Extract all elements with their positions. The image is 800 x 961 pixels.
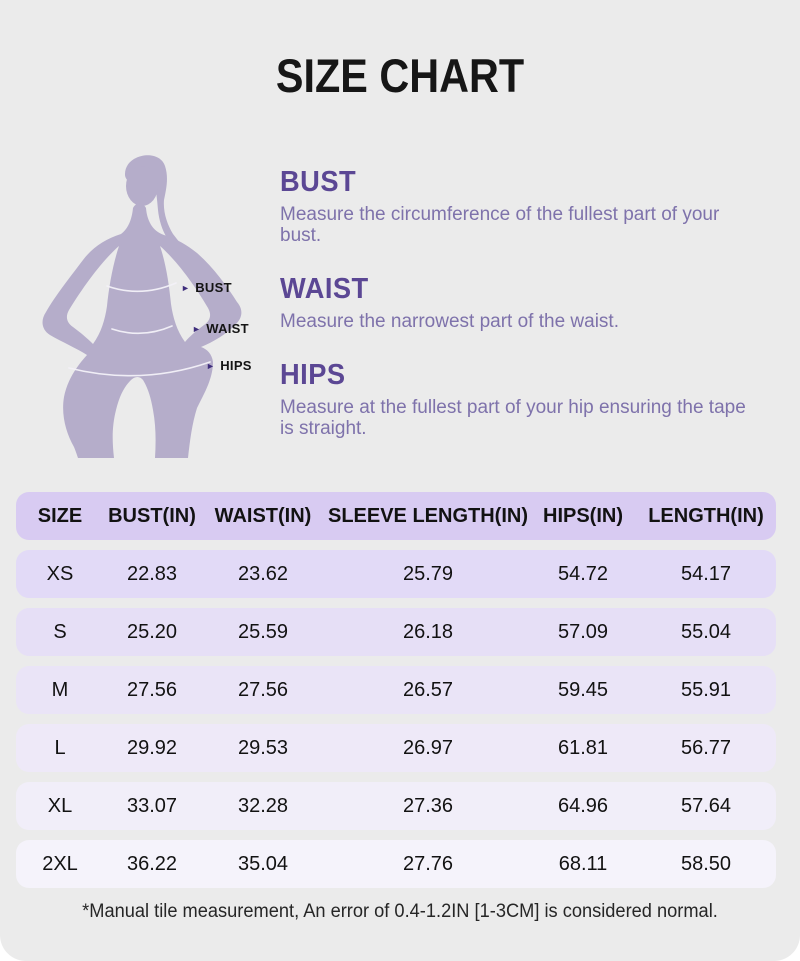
guide-heading-hips: HIPS: [280, 359, 346, 391]
arrow-right-icon: ►: [181, 282, 191, 293]
cell-size: L: [54, 736, 66, 759]
cell-bust: 33.07: [126, 794, 178, 817]
cell-size: XL: [47, 794, 73, 817]
size-table: SIZE BUST(IN) WAIST(IN) SLEEVE LENGTH(IN…: [16, 492, 776, 898]
cell-sleeve: 26.18: [402, 620, 454, 643]
cell-length: 54.17: [680, 562, 732, 585]
cell-size: 2XL: [42, 852, 78, 875]
figure-label-hips: ► HIPS: [206, 358, 252, 373]
cell-hips: 54.72: [557, 562, 609, 585]
column-header-sleeve-length: SLEEVE LENGTH(IN): [327, 504, 528, 527]
column-header-waist: WAIST(IN): [214, 504, 312, 527]
column-header-hips: HIPS(IN): [543, 504, 623, 527]
cell-bust: 25.20: [126, 620, 178, 643]
cell-bust: 29.92: [126, 736, 178, 759]
footnote: *Manual tile measurement, An error of 0.…: [82, 901, 718, 922]
guide-description-bust: Measure the circumference of the fullest…: [280, 204, 720, 246]
cell-hips: 64.96: [557, 794, 609, 817]
table-row-xs: XS 22.83 23.62 25.79 54.72 54.17: [16, 550, 776, 598]
cell-size: XS: [46, 562, 74, 585]
guide-heading-waist: WAIST: [280, 273, 369, 305]
table-row-m: M 27.56 27.56 26.57 59.45 55.91: [16, 666, 776, 714]
cell-sleeve: 26.97: [402, 736, 454, 759]
measurement-guide: BUST Measure the circumference of the fu…: [280, 166, 754, 466]
guide-section-hips: HIPS Measure at the fullest part of your…: [280, 359, 754, 439]
page-title: SIZE CHART: [275, 49, 525, 102]
table-row-2xl: 2XL 36.22 35.04 27.76 68.11 58.50: [16, 840, 776, 888]
arrow-right-icon: ►: [192, 323, 202, 334]
cell-hips: 57.09: [557, 620, 609, 643]
table-header-row: SIZE BUST(IN) WAIST(IN) SLEEVE LENGTH(IN…: [16, 492, 776, 540]
cell-waist: 35.04: [237, 852, 289, 875]
cell-sleeve: 27.76: [402, 852, 454, 875]
cell-size: M: [51, 678, 69, 701]
figure-label-waist: ► WAIST: [192, 321, 249, 336]
hips-measure-line: [68, 361, 211, 377]
figure-label-hips-text: HIPS: [220, 358, 252, 373]
arrow-right-icon: ►: [206, 360, 216, 371]
cell-waist: 29.53: [237, 736, 289, 759]
silhouette-body-shape: [42, 203, 242, 458]
figure-label-waist-text: WAIST: [206, 321, 249, 336]
cell-hips: 68.11: [558, 852, 608, 875]
cell-waist: 32.28: [237, 794, 289, 817]
cell-hips: 61.81: [557, 736, 609, 759]
cell-waist: 27.56: [237, 678, 289, 701]
guide-section-waist: WAIST Measure the narrowest part of the …: [280, 273, 754, 332]
guide-description-hips: Measure at the fullest part of your hip …: [280, 397, 746, 439]
waist-measure-line: [111, 325, 173, 335]
woman-silhouette-graphic: [42, 155, 242, 458]
cell-length: 57.64: [680, 794, 732, 817]
cell-length: 56.77: [680, 736, 732, 759]
table-row-xl: XL 33.07 32.28 27.36 64.96 57.64: [16, 782, 776, 830]
cell-bust: 27.56: [126, 678, 178, 701]
guide-description-waist: Measure the narrowest part of the waist.: [280, 311, 619, 332]
cell-waist: 23.62: [237, 562, 289, 585]
measurement-figure: ► BUST ► WAIST ► HIPS: [35, 140, 275, 460]
guide-section-bust: BUST Measure the circumference of the fu…: [280, 166, 754, 246]
cell-bust: 22.83: [126, 562, 178, 585]
cell-length: 55.91: [680, 678, 732, 701]
column-header-size: SIZE: [37, 504, 83, 527]
cell-length: 55.04: [680, 620, 732, 643]
cell-hips: 59.45: [557, 678, 609, 701]
cell-sleeve: 26.57: [402, 678, 454, 701]
cell-sleeve: 25.79: [402, 562, 454, 585]
cell-length: 58.50: [680, 852, 732, 875]
cell-bust: 36.22: [126, 852, 178, 875]
cell-size: S: [53, 620, 67, 643]
column-header-length: LENGTH(IN): [648, 504, 764, 527]
figure-label-bust: ► BUST: [181, 280, 232, 295]
figure-label-bust-text: BUST: [195, 280, 232, 295]
table-row-s: S 25.20 25.59 26.18 57.09 55.04: [16, 608, 776, 656]
table-row-l: L 29.92 29.53 26.97 61.81 56.77: [16, 724, 776, 772]
silhouette-head-shape: [126, 166, 158, 206]
cell-waist: 25.59: [237, 620, 289, 643]
bust-measure-line: [106, 282, 177, 293]
guide-heading-bust: BUST: [280, 166, 357, 198]
column-header-bust: BUST(IN): [108, 504, 196, 527]
cell-sleeve: 27.36: [402, 794, 454, 817]
